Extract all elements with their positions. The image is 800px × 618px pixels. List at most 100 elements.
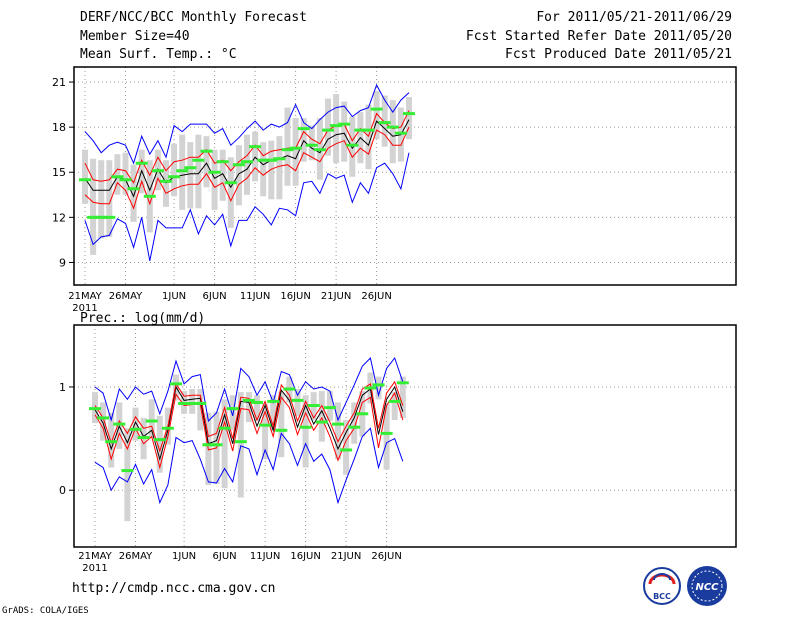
ncc-logo-icon <box>687 566 727 606</box>
temp-spread-box <box>195 134 202 209</box>
temp-spread-box <box>98 160 105 239</box>
prec-panel: Prec.: log(mm/d) 21MAY 26MAY 1JUN 6JUN 11JUN 1… <box>59 311 737 574</box>
temp-y-tick-label: 18 <box>52 121 66 134</box>
prec-x-tick-label: 11JUN <box>250 551 280 562</box>
temp-spread-box <box>106 160 113 237</box>
prec-x-year-label: 2011 <box>82 563 107 574</box>
temp-spread-box <box>171 143 178 197</box>
temp-spread-box <box>244 134 250 195</box>
ncc-logo-text: NCC <box>695 582 719 593</box>
prec-series-lower-line <box>94 391 404 470</box>
temp-spread-box <box>333 94 340 164</box>
prec-spread-box <box>318 391 325 442</box>
prec-spread-box <box>100 402 107 441</box>
prec-spread-box <box>262 403 269 460</box>
temp-spread-box <box>341 101 348 162</box>
ncc-logo-ring-icon <box>691 570 723 602</box>
bcc-logo-arc-icon <box>653 573 671 581</box>
temp-spread-box <box>389 100 396 164</box>
bcc-logo-text: BCC <box>653 592 671 601</box>
prec-x-tick-label: 26JUN <box>371 551 401 562</box>
temp-plot-frame <box>73 66 737 286</box>
temp-y-tick-label: 15 <box>52 166 66 179</box>
temp-spread-box <box>381 95 388 147</box>
prec-series-max-line <box>94 356 404 423</box>
temp-x-tick-label: 16JUN <box>280 291 310 302</box>
temp-series-upper-line <box>84 110 410 184</box>
temp-spread-box <box>252 131 259 182</box>
prec-plot-frame <box>73 324 737 548</box>
prec-spread-box <box>245 392 252 423</box>
forecast-period: For 2011/05/21-2011/06/29 <box>536 10 732 25</box>
prec-spread-box <box>343 419 350 475</box>
temp-spread-box <box>373 91 380 140</box>
temp-series-lower-line <box>84 126 410 210</box>
temp-spread-box <box>268 140 275 200</box>
prec-spread-box <box>132 407 139 441</box>
prec-x-tick-label: 21JUN <box>331 551 361 562</box>
prec-spread-box <box>148 399 155 439</box>
prec-series-upper-line <box>94 380 404 453</box>
prec-spread-box <box>326 391 333 422</box>
temp-series-max-line <box>84 83 410 165</box>
temp-variable-label: Mean Surf. Temp.: °C <box>80 47 237 62</box>
temp-x-year-label: 2011 <box>72 303 97 314</box>
refer-date: Fcst Started Refer Date 2011/05/20 <box>465 29 732 44</box>
prec-y-tick-label: 0 <box>59 484 66 497</box>
prec-series-mean-line <box>94 385 404 462</box>
temp-panel: 21MAY 26MAY 1JUN 6JUN 11JUN 16JUN 21JUN 26JUN 20… <box>52 66 737 314</box>
prec-spread-box <box>189 389 196 414</box>
temp-spread-box <box>114 154 121 195</box>
produced-date: Fcst Produced Date 2011/05/21 <box>505 47 732 62</box>
temp-spread-box <box>260 142 267 197</box>
temp-spread-box <box>349 116 356 177</box>
source-url[interactable]: http://cmdp.ncc.cma.gov.cn <box>72 581 276 596</box>
temp-spread-box <box>211 149 218 210</box>
temp-spread-box <box>406 97 412 140</box>
prec-spread-box <box>270 395 277 431</box>
temp-spread-box <box>163 160 169 207</box>
prec-x-tick-label: 21MAY <box>78 551 112 562</box>
temp-spread-box <box>308 125 315 161</box>
temp-x-tick-label: 21JUN <box>321 291 351 302</box>
temp-spread-box <box>276 136 283 200</box>
temp-spread-box <box>292 118 299 186</box>
temp-x-tick-label: 6JUN <box>203 291 227 302</box>
prec-spread-box <box>237 392 244 498</box>
chart-title: DERF/NCC/BCC Monthly Forecast <box>80 10 307 25</box>
logos: BCC NCC <box>643 566 727 606</box>
temp-spread-box <box>235 145 242 206</box>
temp-x-tick-label: 26JUN <box>361 291 391 302</box>
prec-spread-box <box>335 402 341 460</box>
temp-spread-box <box>219 149 226 201</box>
prec-x-tick-label: 26MAY <box>119 551 153 562</box>
temp-x-tick-label: 21MAY <box>68 291 102 302</box>
prec-variable-label: Prec.: log(mm/d) <box>80 311 205 326</box>
prec-spread-box <box>399 376 406 418</box>
prec-spread-box <box>254 395 260 422</box>
member-size-label: Member Size=40 <box>80 29 190 44</box>
prec-spread-box <box>197 389 204 431</box>
temp-spread-box <box>130 164 137 222</box>
prec-spread-box <box>351 402 358 444</box>
temp-spread-box <box>122 152 129 195</box>
prec-spread-box <box>124 428 131 522</box>
prec-spread-box <box>383 403 390 470</box>
prec-x-tick-label: 6JUN <box>213 551 237 562</box>
prec-spread-box <box>108 412 115 468</box>
temp-x-tick-label: 11JUN <box>240 291 270 302</box>
temp-spread-box <box>187 142 194 209</box>
temp-spread-box <box>90 158 97 255</box>
prec-x-tick-label: 1JUN <box>172 551 196 562</box>
prec-spread-box <box>221 399 228 489</box>
temp-spread-box <box>300 118 307 162</box>
prec-spread-box <box>229 395 236 431</box>
temp-y-tick-label: 9 <box>59 256 66 269</box>
temp-spread-box <box>227 157 234 228</box>
prec-y-tick-label: 1 <box>59 381 66 394</box>
prec-series-min-line <box>94 427 404 505</box>
temp-y-tick-label: 21 <box>52 76 66 89</box>
prec-spread-box <box>156 415 163 473</box>
temp-x-tick-label: 1JUN <box>162 291 186 302</box>
